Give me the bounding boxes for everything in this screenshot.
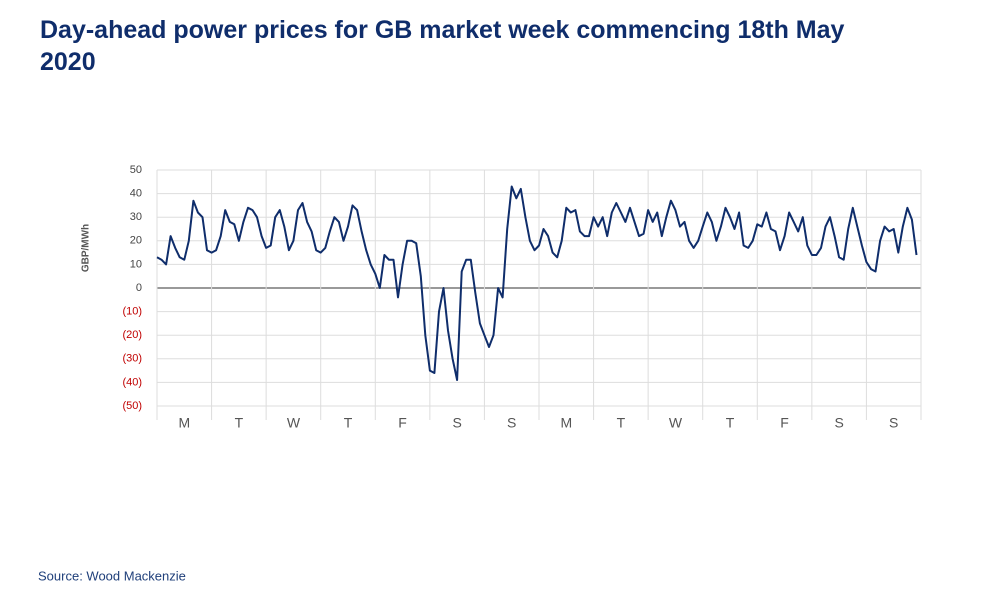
x-tick-label: W [669, 415, 683, 431]
x-tick-label: S [834, 415, 843, 431]
y-tick-label: 30 [130, 211, 142, 223]
x-tick-label: W [287, 415, 301, 431]
y-tick-label: 10 [130, 258, 142, 270]
chart-title: Day-ahead power prices for GB market wee… [40, 16, 845, 76]
x-tick-label: S [889, 415, 898, 431]
x-tick-label: T [344, 415, 353, 431]
x-tick-label: S [507, 415, 516, 431]
y-tick-label: (30) [122, 353, 142, 365]
x-tick-label: F [780, 415, 789, 431]
y-tick-label: (10) [122, 306, 142, 318]
y-tick-label: 20 [130, 235, 142, 247]
y-tick-label: (40) [122, 376, 142, 388]
y-axis-label: GBP/MWh [81, 224, 92, 272]
source: Source: Wood Mackenzie [38, 568, 186, 583]
x-tick-label: T [726, 415, 735, 431]
x-tick-label: T [617, 415, 626, 431]
x-tick-label: M [560, 415, 572, 431]
x-tick-label: S [452, 415, 461, 431]
y-tick-label: (20) [122, 329, 142, 341]
x-tick-label: T [235, 415, 244, 431]
price-line [156, 185, 918, 381]
y-tick-label: 40 [130, 188, 142, 200]
y-tick-label: (50) [122, 400, 142, 412]
x-tick-label: F [398, 415, 407, 431]
y-tick-label: 0 [136, 282, 142, 294]
x-tick-label: M [178, 415, 190, 431]
y-tick-label: 50 [130, 164, 142, 176]
